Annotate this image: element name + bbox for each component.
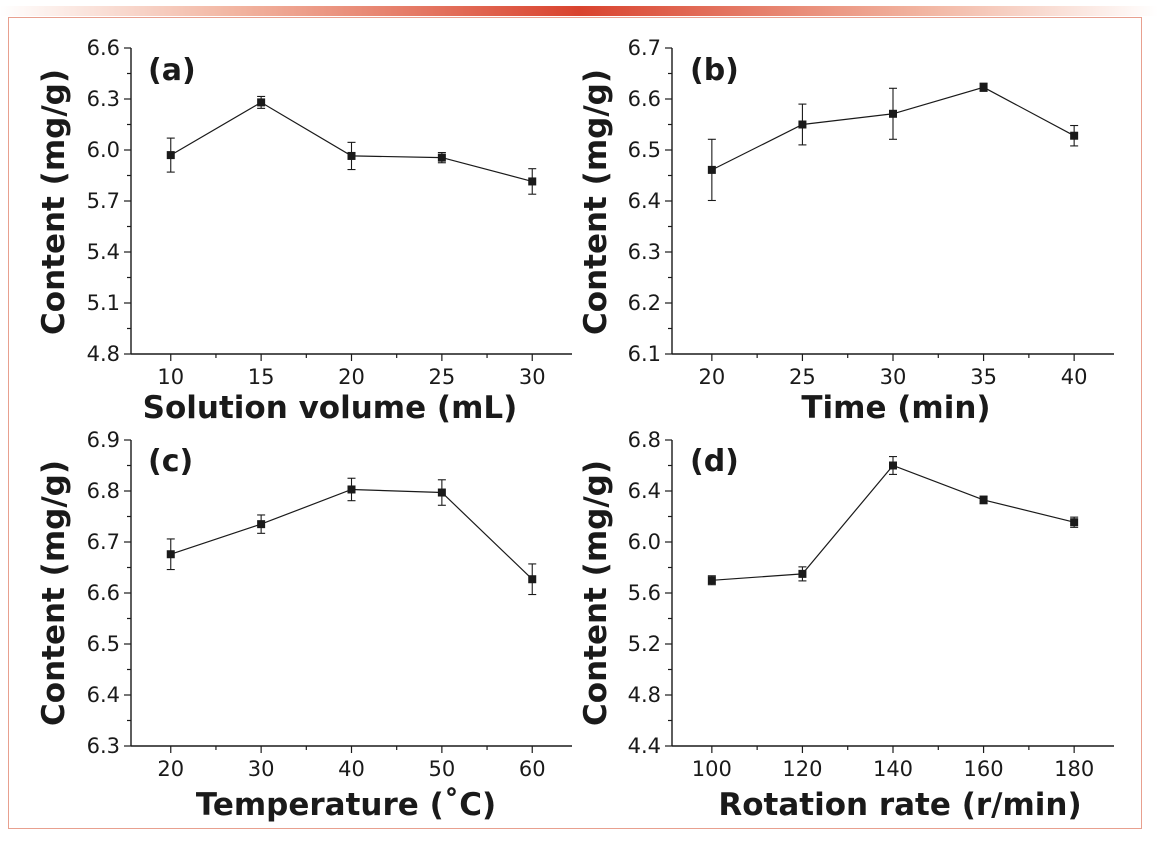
data-point-a [347,151,356,160]
panel-d: (d) Rotation rate (r/min) Content (mg/g)… [578,428,1114,823]
x-tick-label-a: 20 [338,365,365,389]
y-tick-label-a: 6.6 [87,36,120,60]
x-tick-label-a: 15 [248,365,275,389]
panel-b: (b) Time (min) Content (mg/g) 6.1 6.2 6.3 6… [578,36,1114,426]
data-point-c [257,520,266,529]
x-tick-label-c: 50 [429,757,456,781]
x-tick-label-d: 140 [873,757,913,781]
x-tick-label-d: 180 [1054,757,1094,781]
top-decorative-bar [0,6,1158,16]
data-point-c [166,550,175,559]
y-tick-label-d: 5.6 [628,581,661,605]
data-point-a [437,153,446,162]
panel-label-a: (a) [148,53,196,88]
y-tick-label-a: 6.3 [87,87,120,111]
y-tick-label-a: 4.8 [87,342,120,366]
panel-label-c: (c) [148,444,193,479]
panel-label-b: (b) [690,53,739,88]
data-point-d [889,461,897,470]
panel-c: (c) Temperature (˚C) Content (mg/g) 6.3 6… [36,428,572,823]
y-axis-title-b: Content (mg/g) [578,69,614,335]
y-tick-label-d: 4.8 [628,683,661,707]
x-tick-label-a: 10 [157,365,184,389]
series-line-c [170,488,533,580]
data-point-b [979,83,988,92]
y-tick-label-c: 6.3 [87,734,120,758]
x-tick-label-d: 100 [692,757,732,781]
x-axis-title-d: Rotation rate (r/min) [718,787,1081,823]
y-tick-label-d: 5.2 [628,632,661,656]
y-axis-title-c: Content (mg/g) [36,460,72,726]
x-tick-label-b: 35 [970,365,997,389]
x-tick-label-c: 60 [519,757,546,781]
y-tick-label-b: 6.4 [628,189,661,213]
panel-a: (a) Solution volume (mL) Content (mg/g) … [36,36,572,426]
x-tick-label-d: 160 [964,757,1004,781]
data-point-d [1070,518,1079,527]
y-axis-title-d: Content (mg/g) [578,460,614,726]
figure-frame [8,17,1142,829]
y-tick-label-a: 5.1 [87,291,120,315]
y-tick-label-a: 5.4 [87,240,120,264]
y-tick-label-d: 6.4 [628,479,661,503]
x-tick-label-d: 120 [782,757,822,781]
y-tick-label-c: 6.7 [87,530,120,554]
x-axis-title-b: Time (min) [801,390,990,426]
y-tick-label-c: 6.8 [87,479,120,503]
x-axis-title-a: Solution volume (mL) [143,390,518,426]
data-point-c [347,485,356,494]
x-tick-label-a: 30 [519,365,546,389]
data-point-a [528,177,537,186]
y-tick-label-c: 6.4 [87,683,120,707]
y-tick-label-b: 6.3 [628,240,661,264]
y-tick-label-a: 6.0 [87,138,120,162]
data-point-b [1070,131,1079,140]
series-line-d [711,464,1075,581]
y-tick-label-a: 5.7 [87,189,120,213]
y-tick-label-b: 6.5 [628,138,661,162]
data-point-d [707,576,716,585]
x-tick-label-a: 25 [429,365,456,389]
x-tick-label-c: 20 [157,757,184,781]
data-point-c [528,575,537,584]
x-tick-label-b: 20 [698,365,725,389]
y-tick-label-c: 6.6 [87,581,120,605]
panel-label-d: (d) [690,444,739,479]
x-tick-label-b: 30 [880,365,907,389]
y-axis-title-a: Content (mg/g) [36,69,72,335]
data-point-b [889,109,897,118]
x-tick-label-b: 25 [789,365,816,389]
data-point-d [979,495,988,504]
y-tick-label-c: 6.9 [87,428,120,452]
y-tick-label-b: 6.7 [628,36,661,60]
y-tick-label-d: 6.0 [628,530,661,554]
y-tick-label-c: 6.5 [87,632,120,656]
data-point-b [707,165,716,174]
x-tick-label-c: 30 [248,757,275,781]
y-tick-label-d: 6.8 [628,428,661,452]
data-point-c [437,488,446,497]
data-point-a [257,98,266,107]
x-tick-label-b: 40 [1061,365,1088,389]
x-tick-label-c: 40 [338,757,365,781]
x-axis-title-c: Temperature (˚C) [196,787,496,823]
y-tick-label-b: 6.6 [628,87,661,111]
y-tick-label-d: 4.4 [628,734,661,758]
data-point-a [166,151,175,160]
data-point-d [798,569,807,578]
y-tick-label-b: 6.2 [628,291,661,315]
y-tick-label-b: 6.1 [628,342,661,366]
data-point-b [798,120,807,129]
